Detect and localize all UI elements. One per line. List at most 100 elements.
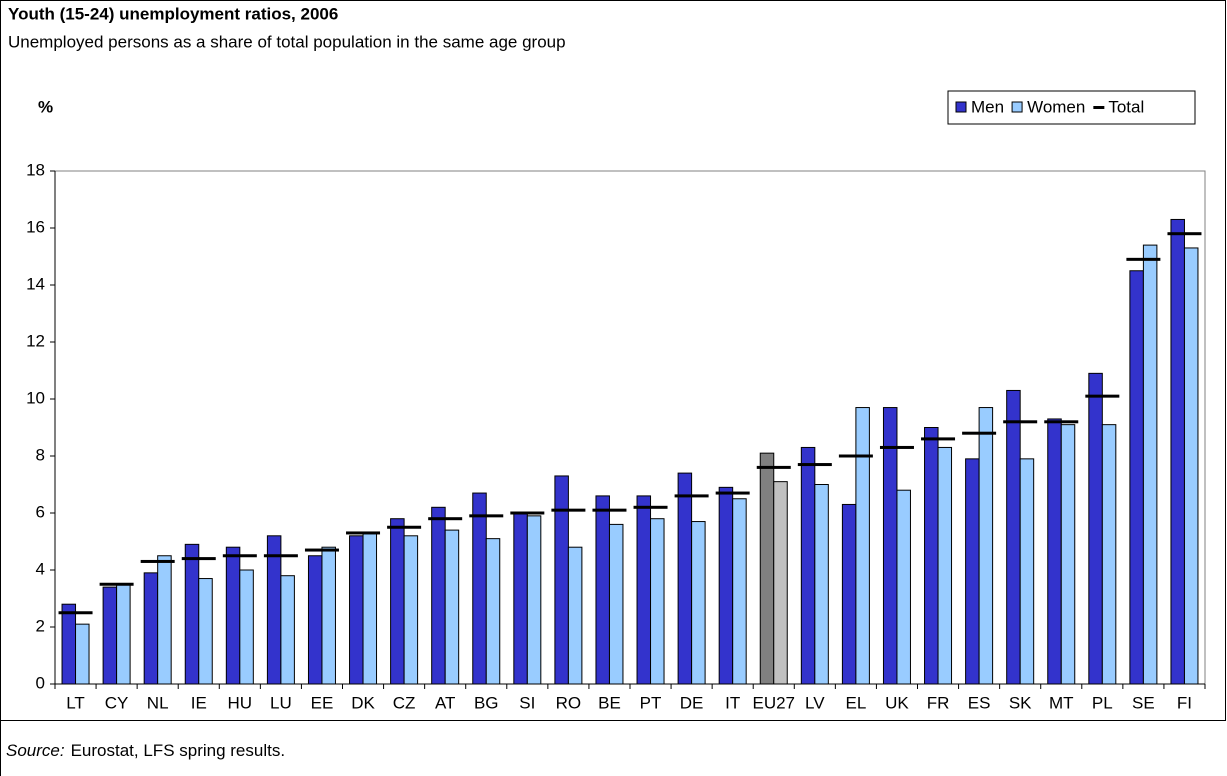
x-tick-label: SI: [519, 693, 535, 712]
bar: [239, 569, 254, 685]
x-tick-label: IT: [725, 693, 740, 712]
bar: [184, 543, 200, 685]
total-marker: [838, 454, 873, 458]
total-marker: [1126, 257, 1161, 261]
bar: [472, 492, 487, 685]
bar: [102, 586, 118, 685]
x-tick-label: PT: [640, 693, 662, 712]
bar: [349, 535, 364, 685]
y-tick-label: 10: [26, 388, 45, 407]
y-tick-label: 4: [36, 559, 45, 578]
y-tick-label: 18: [26, 160, 45, 179]
total-marker: [304, 548, 339, 552]
total-marker: [1044, 420, 1079, 424]
bar: [841, 503, 857, 685]
total-marker: [346, 531, 381, 535]
bar: [307, 555, 323, 685]
bar: [1088, 372, 1103, 685]
total-marker: [181, 557, 216, 561]
bar: [650, 518, 665, 685]
bar: [362, 532, 378, 685]
total-marker: [263, 554, 298, 558]
bar: [896, 489, 911, 685]
total-marker: [715, 491, 750, 495]
bar: [1142, 244, 1158, 685]
bar: [608, 523, 624, 685]
bar: [1183, 247, 1199, 685]
total-marker: [756, 465, 791, 469]
bar: [965, 458, 980, 685]
legend-swatch: [1011, 101, 1023, 113]
bar: [636, 495, 652, 685]
total-marker: [99, 582, 134, 586]
total-marker: [222, 554, 257, 558]
x-tick-label: EE: [311, 693, 334, 712]
y-tick-label: 14: [26, 274, 45, 293]
x-tick-label: CY: [105, 693, 129, 712]
total-marker: [551, 508, 586, 512]
total-marker: [510, 511, 545, 515]
bar: [61, 603, 77, 685]
x-tick-label: AT: [435, 693, 455, 712]
bar: [1019, 458, 1035, 685]
source-label: Source:: [6, 741, 65, 760]
bar: [732, 498, 747, 685]
x-tick-label: FR: [927, 693, 950, 712]
x-tick-label: EL: [845, 693, 866, 712]
total-marker: [469, 514, 504, 518]
bar: [773, 481, 788, 685]
x-tick-label: DK: [351, 693, 375, 712]
bar: [1047, 418, 1062, 685]
frame: [0, 0, 1226, 721]
bar: [924, 427, 939, 685]
x-tick-label: HU: [228, 693, 253, 712]
total-marker: [962, 431, 997, 435]
legend-label: Men: [971, 97, 1004, 116]
y-tick-label: 16: [26, 217, 45, 236]
bar: [403, 535, 419, 685]
x-tick-label: UK: [885, 693, 909, 712]
bar: [882, 407, 898, 685]
x-tick-label: MT: [1049, 693, 1074, 712]
y-tick-label: 6: [36, 502, 45, 521]
bar: [691, 521, 706, 685]
bar: [485, 538, 501, 685]
x-tick-label: BE: [598, 693, 621, 712]
chart-title: Youth (15-24) unemployment ratios, 2006: [8, 4, 338, 23]
x-tick-label: FI: [1177, 693, 1192, 712]
total-marker: [921, 437, 956, 441]
bar: [855, 407, 870, 685]
total-marker: [387, 525, 422, 529]
legend-swatch: [1093, 106, 1105, 109]
x-tick-label: IE: [191, 693, 207, 712]
bar: [321, 546, 336, 685]
bar: [75, 623, 90, 685]
legend-label: Total: [1108, 97, 1144, 116]
x-tick-label: RO: [556, 693, 582, 712]
bar: [266, 535, 282, 685]
source: Source: Eurostat, LFS spring results.: [6, 741, 285, 760]
x-tick-label: LT: [66, 693, 85, 712]
bar: [198, 578, 213, 685]
bar: [814, 484, 829, 685]
bar: [718, 486, 734, 685]
total-marker: [797, 463, 832, 467]
bar: [225, 546, 241, 685]
legend-label: Women: [1027, 97, 1085, 116]
bar: [444, 529, 460, 685]
x-tick-label: ES: [968, 693, 991, 712]
total-marker: [428, 517, 463, 521]
total-marker: [58, 611, 93, 615]
bar: [280, 575, 295, 685]
total-marker: [592, 508, 627, 512]
x-tick-label: DE: [680, 693, 704, 712]
bar: [937, 446, 953, 685]
x-tick-label: LU: [270, 693, 292, 712]
chart-subtitle: Unemployed persons as a share of total p…: [8, 32, 566, 51]
total-marker: [140, 559, 175, 563]
bar: [157, 555, 172, 685]
x-tick-label: BG: [474, 693, 499, 712]
bar: [567, 546, 583, 685]
bar: [595, 495, 610, 685]
